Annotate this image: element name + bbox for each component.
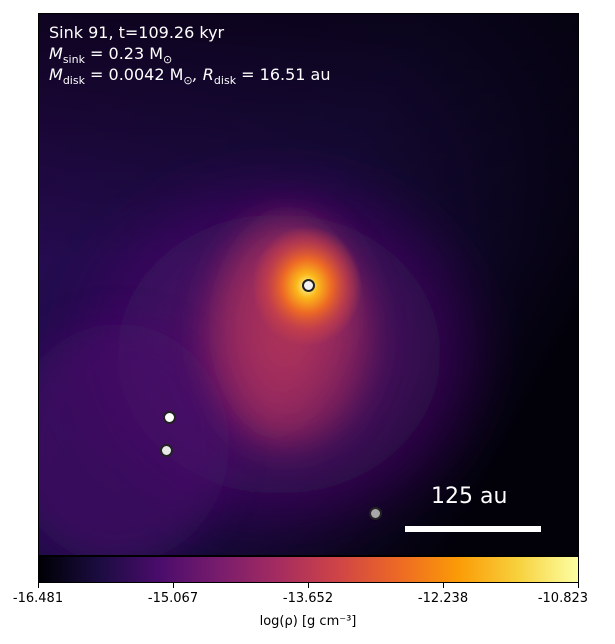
- sink-marker: [163, 411, 176, 424]
- sink-mass-text: Msink = 0.23 M⊙: [49, 43, 172, 70]
- disk-radius-value: = 16.51 au: [236, 65, 331, 84]
- disk-mass-value: = 0.0042 M: [84, 65, 184, 84]
- scale-bar-label: 125 au: [431, 484, 508, 509]
- colorbar: [38, 556, 579, 583]
- sink-mass-value: = 0.23 M: [84, 44, 164, 63]
- disk-mass-symbol: M: [49, 65, 63, 84]
- disk-radius-symbol: , R: [192, 65, 214, 84]
- colorbar-tick: [443, 583, 444, 588]
- colorbar-tick-label: -12.238: [417, 591, 469, 606]
- sun-symbol-2: ⊙: [183, 74, 193, 88]
- sink-marker: [369, 507, 382, 520]
- disk-radius-subscript: disk: [213, 74, 237, 88]
- colorbar-tick: [173, 583, 174, 588]
- sink-marker: [160, 444, 173, 457]
- colorbar-tick: [38, 583, 39, 588]
- colorbar-tick-label: -10.823: [537, 591, 589, 606]
- colorbar-tick-label: -16.481: [12, 591, 64, 606]
- scale-bar: [405, 526, 541, 532]
- disk-mass-subscript: disk: [62, 74, 85, 88]
- density-map-panel: Sink 91, t=109.26 kyr Msink = 0.23 M⊙ Md…: [38, 13, 579, 556]
- disk-props-text: Mdisk = 0.0042 M⊙, Rdisk = 16.51 au: [49, 64, 330, 91]
- colorbar-tick-label: -15.067: [147, 591, 199, 606]
- colorbar-tick-label: -13.652: [282, 591, 334, 606]
- sink-title: Sink 91, t=109.26 kyr: [49, 23, 225, 42]
- sink-mass-subscript: sink: [62, 53, 85, 67]
- colorbar-label: log(ρ) [g cm⁻³]: [259, 614, 357, 629]
- sun-symbol-1: ⊙: [163, 53, 173, 67]
- sink-mass-symbol: M: [49, 44, 63, 63]
- sink-marker-main: [302, 279, 315, 292]
- colorbar-tick: [308, 583, 309, 588]
- colorbar-tick: [578, 583, 579, 588]
